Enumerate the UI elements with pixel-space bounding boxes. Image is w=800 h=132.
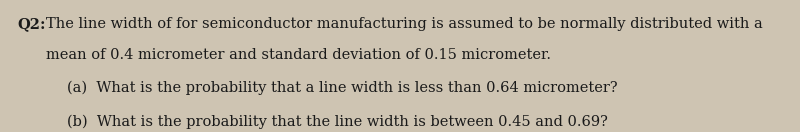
Text: Q2:: Q2: [18, 17, 46, 31]
Text: The line width of for semiconductor manufacturing is assumed to be normally dist: The line width of for semiconductor manu… [46, 17, 763, 31]
Text: (b)  What is the probability that the line width is between 0.45 and 0.69?: (b) What is the probability that the lin… [67, 114, 608, 129]
Text: (a)  What is the probability that a line width is less than 0.64 micrometer?: (a) What is the probability that a line … [67, 81, 618, 95]
Text: mean of 0.4 micrometer and standard deviation of 0.15 micrometer.: mean of 0.4 micrometer and standard devi… [46, 48, 551, 62]
